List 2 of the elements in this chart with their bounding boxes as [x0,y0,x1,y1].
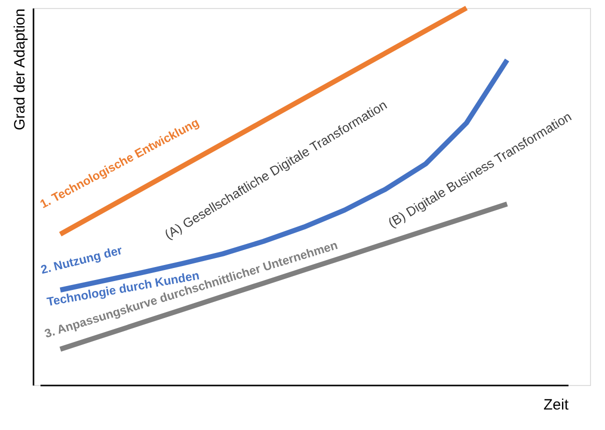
y-axis-title: Grad der Adaption [12,8,28,130]
x-axis-title: Zeit [543,396,570,414]
